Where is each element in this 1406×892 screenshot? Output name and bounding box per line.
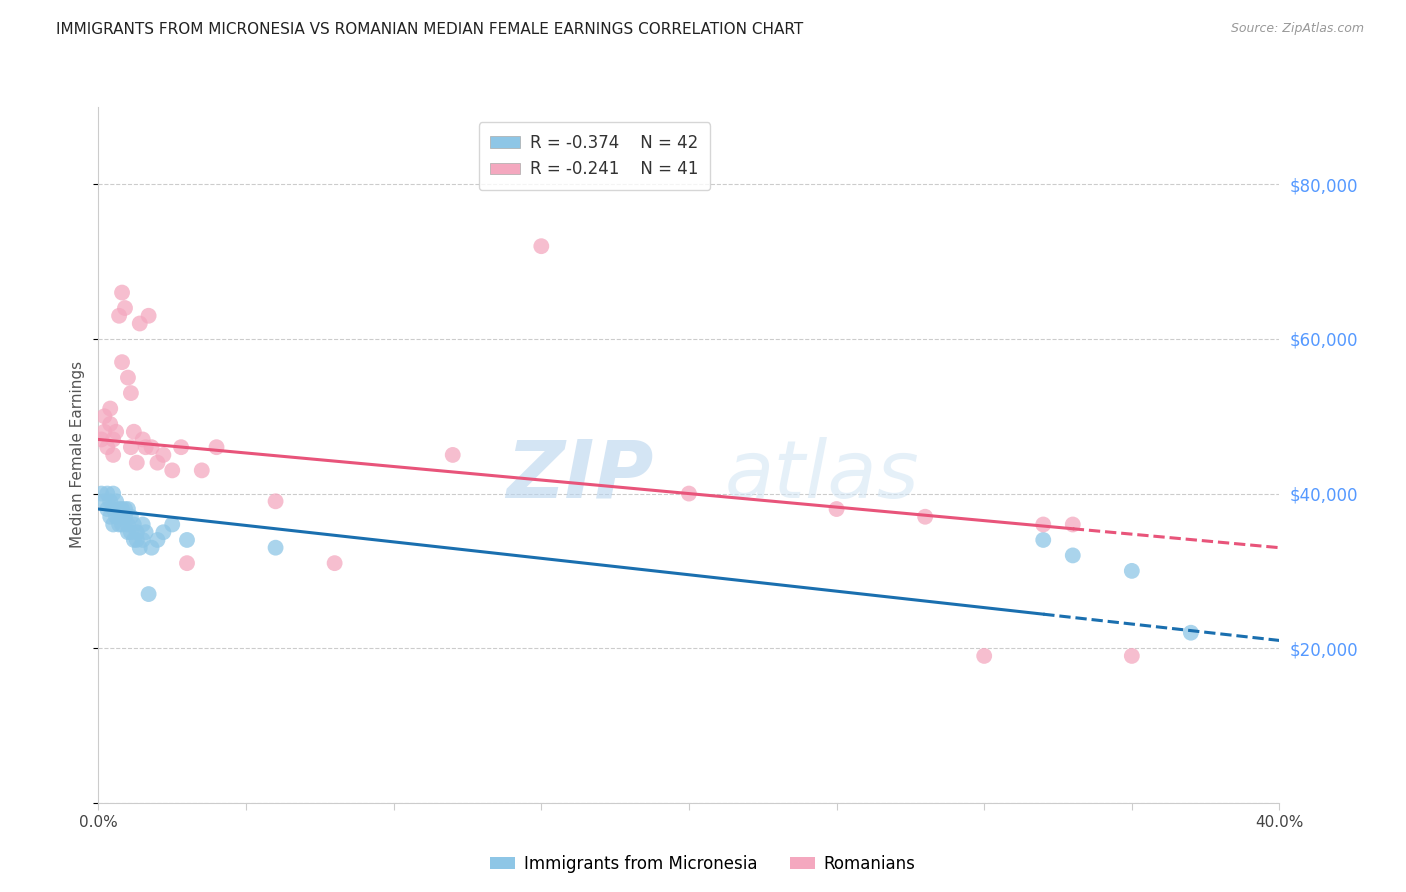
Point: [96, 502, 118, 516]
Point: [128, 317, 150, 331]
Point: [105, 509, 128, 524]
Point: [93, 409, 115, 424]
Point: [114, 502, 136, 516]
Point: [98, 417, 121, 431]
Point: [117, 517, 139, 532]
Text: ZIP: ZIP: [506, 437, 654, 515]
Point: [441, 448, 464, 462]
Point: [105, 494, 128, 508]
Point: [108, 502, 131, 516]
Point: [138, 587, 160, 601]
Point: [128, 541, 150, 555]
Point: [103, 517, 125, 532]
Point: [914, 509, 936, 524]
Point: [264, 494, 287, 508]
Point: [530, 239, 553, 253]
Text: atlas: atlas: [724, 437, 920, 515]
Point: [1062, 549, 1084, 563]
Point: [114, 509, 136, 524]
Point: [111, 285, 134, 300]
Point: [111, 502, 134, 516]
Point: [93, 494, 115, 508]
Point: [114, 301, 136, 315]
Point: [93, 425, 115, 439]
Point: [111, 355, 134, 369]
Point: [103, 486, 125, 500]
Point: [96, 440, 118, 454]
Point: [90, 433, 112, 447]
Point: [135, 440, 157, 454]
Point: [108, 517, 131, 532]
Point: [120, 525, 142, 540]
Point: [264, 541, 287, 555]
Point: [678, 486, 700, 500]
Point: [117, 502, 139, 516]
Point: [125, 533, 148, 547]
Point: [122, 533, 145, 547]
Point: [90, 486, 112, 500]
Point: [1032, 533, 1054, 547]
Point: [138, 309, 160, 323]
Point: [111, 517, 134, 532]
Point: [1062, 517, 1084, 532]
Point: [323, 556, 346, 570]
Point: [135, 525, 157, 540]
Point: [152, 525, 174, 540]
Point: [98, 494, 121, 508]
Point: [103, 502, 125, 516]
Point: [120, 386, 142, 401]
Point: [125, 525, 148, 540]
Point: [176, 556, 198, 570]
Point: [162, 463, 183, 477]
Point: [1121, 648, 1143, 663]
Point: [146, 533, 169, 547]
Point: [122, 425, 145, 439]
Point: [162, 517, 183, 532]
Point: [170, 440, 193, 454]
Point: [205, 440, 228, 454]
Point: [105, 425, 128, 439]
Text: IMMIGRANTS FROM MICRONESIA VS ROMANIAN MEDIAN FEMALE EARNINGS CORRELATION CHART: IMMIGRANTS FROM MICRONESIA VS ROMANIAN M…: [56, 22, 803, 37]
Point: [96, 486, 118, 500]
Point: [122, 517, 145, 532]
Text: Source: ZipAtlas.com: Source: ZipAtlas.com: [1230, 22, 1364, 36]
Point: [176, 533, 198, 547]
Point: [1121, 564, 1143, 578]
Point: [132, 517, 155, 532]
Point: [146, 456, 169, 470]
Point: [98, 509, 121, 524]
Point: [103, 448, 125, 462]
Point: [1180, 625, 1202, 640]
Point: [132, 533, 155, 547]
Point: [111, 509, 134, 524]
Point: [125, 456, 148, 470]
Point: [108, 309, 131, 323]
Point: [152, 448, 174, 462]
Point: [117, 370, 139, 384]
Legend: Immigrants from Micronesia, Romanians: Immigrants from Micronesia, Romanians: [484, 848, 922, 880]
Point: [132, 433, 155, 447]
Point: [191, 463, 214, 477]
Point: [103, 433, 125, 447]
Point: [141, 440, 163, 454]
Point: [120, 440, 142, 454]
Point: [120, 509, 142, 524]
Point: [825, 502, 848, 516]
Point: [117, 525, 139, 540]
Point: [973, 648, 995, 663]
Point: [98, 401, 121, 416]
Legend: R = -0.374    N = 42, R = -0.241    N = 41: R = -0.374 N = 42, R = -0.241 N = 41: [478, 122, 710, 190]
Point: [1032, 517, 1054, 532]
Y-axis label: Median Female Earnings: Median Female Earnings: [70, 361, 86, 549]
Point: [141, 541, 163, 555]
